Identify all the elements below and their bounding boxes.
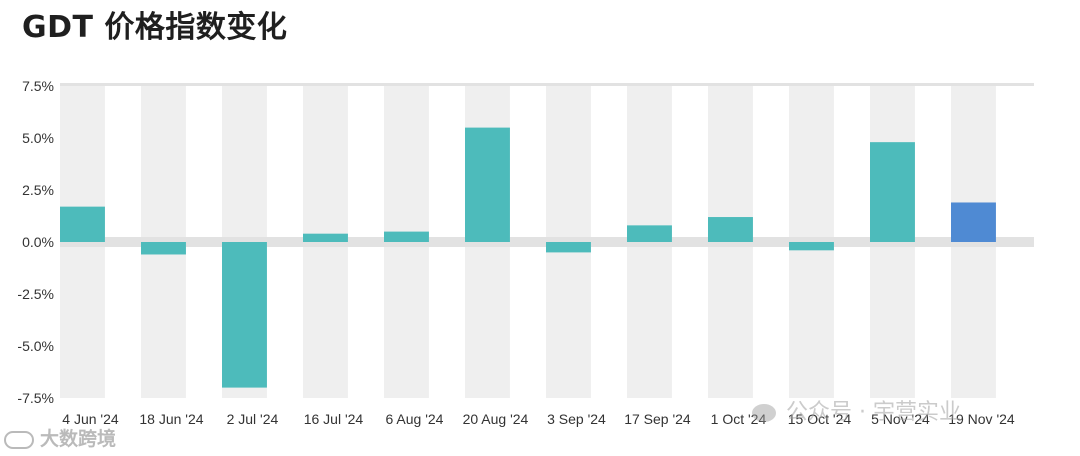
bar xyxy=(303,233,348,242)
y-tick-label: 7.5% xyxy=(22,78,54,94)
y-tick-label: -7.5% xyxy=(17,390,54,406)
bar xyxy=(60,206,105,242)
x-tick-label: 1 Oct '24 xyxy=(711,411,767,427)
bar xyxy=(222,242,267,388)
x-tick-label: 6 Aug '24 xyxy=(385,411,443,427)
y-tick-label: -5.0% xyxy=(17,338,54,354)
x-tick-label: 5 Nov '24 xyxy=(871,411,930,427)
x-tick-label: 15 Oct '24 xyxy=(788,411,852,427)
y-tick-label: -2.5% xyxy=(17,286,54,302)
y-tick-label: 5.0% xyxy=(22,130,54,146)
y-tick-label: 2.5% xyxy=(22,182,54,198)
bars xyxy=(60,127,996,388)
x-tick-label: 16 Jul '24 xyxy=(304,411,364,427)
bar xyxy=(870,142,915,242)
x-axis-ticks: 4 Jun '24 18 Jun '24 2 Jul '24 16 Jul '24 6 … xyxy=(62,411,1015,427)
x-tick-label: 19 Nov '24 xyxy=(948,411,1015,427)
bar xyxy=(951,202,996,242)
x-tick-label: 4 Jun '24 xyxy=(62,411,119,427)
x-tick-label: 20 Aug '24 xyxy=(463,411,529,427)
x-tick-label: 17 Sep '24 xyxy=(624,411,691,427)
y-axis-ticks: 7.5% 5.0% 2.5% 0.0% -2.5% -5.0% -7.5% xyxy=(17,78,54,406)
x-tick-label: 2 Jul '24 xyxy=(227,411,279,427)
top-axis-line xyxy=(60,83,1034,86)
bar xyxy=(708,217,753,242)
bar xyxy=(627,225,672,242)
bar xyxy=(141,242,186,255)
bar xyxy=(546,242,591,253)
x-tick-label: 3 Sep '24 xyxy=(547,411,606,427)
y-tick-label: 0.0% xyxy=(22,234,54,250)
x-tick-label: 18 Jun '24 xyxy=(139,411,203,427)
bar xyxy=(465,127,510,242)
bar xyxy=(384,231,429,242)
chart-title: GDT 价格指数变化 xyxy=(22,10,288,45)
bar xyxy=(789,242,834,251)
